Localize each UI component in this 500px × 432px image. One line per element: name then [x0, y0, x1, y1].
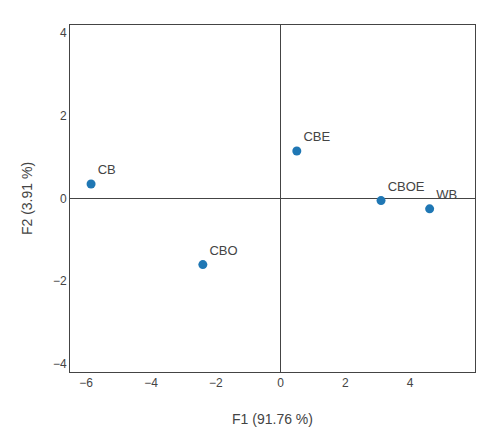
svg-text:0: 0	[60, 192, 67, 206]
svg-text:0: 0	[277, 376, 284, 390]
svg-text:2: 2	[60, 109, 67, 123]
svg-text:−4: −4	[144, 376, 158, 390]
svg-text:−4: −4	[53, 357, 67, 371]
svg-text:CBE: CBE	[303, 129, 330, 144]
svg-text:−6: −6	[79, 376, 93, 390]
svg-text:4: 4	[407, 376, 414, 390]
svg-text:4: 4	[60, 26, 67, 40]
svg-text:CB: CB	[98, 162, 116, 177]
svg-text:WB: WB	[436, 187, 457, 202]
svg-text:CBOE: CBOE	[388, 179, 425, 194]
svg-text:−2: −2	[209, 376, 223, 390]
svg-text:F1 (91.76 %): F1 (91.76 %)	[232, 411, 313, 427]
svg-text:2: 2	[342, 376, 349, 390]
svg-text:F2 (3.91 %): F2 (3.91 %)	[19, 162, 35, 235]
svg-text:−2: −2	[53, 274, 67, 288]
svg-text:CBO: CBO	[209, 243, 237, 258]
